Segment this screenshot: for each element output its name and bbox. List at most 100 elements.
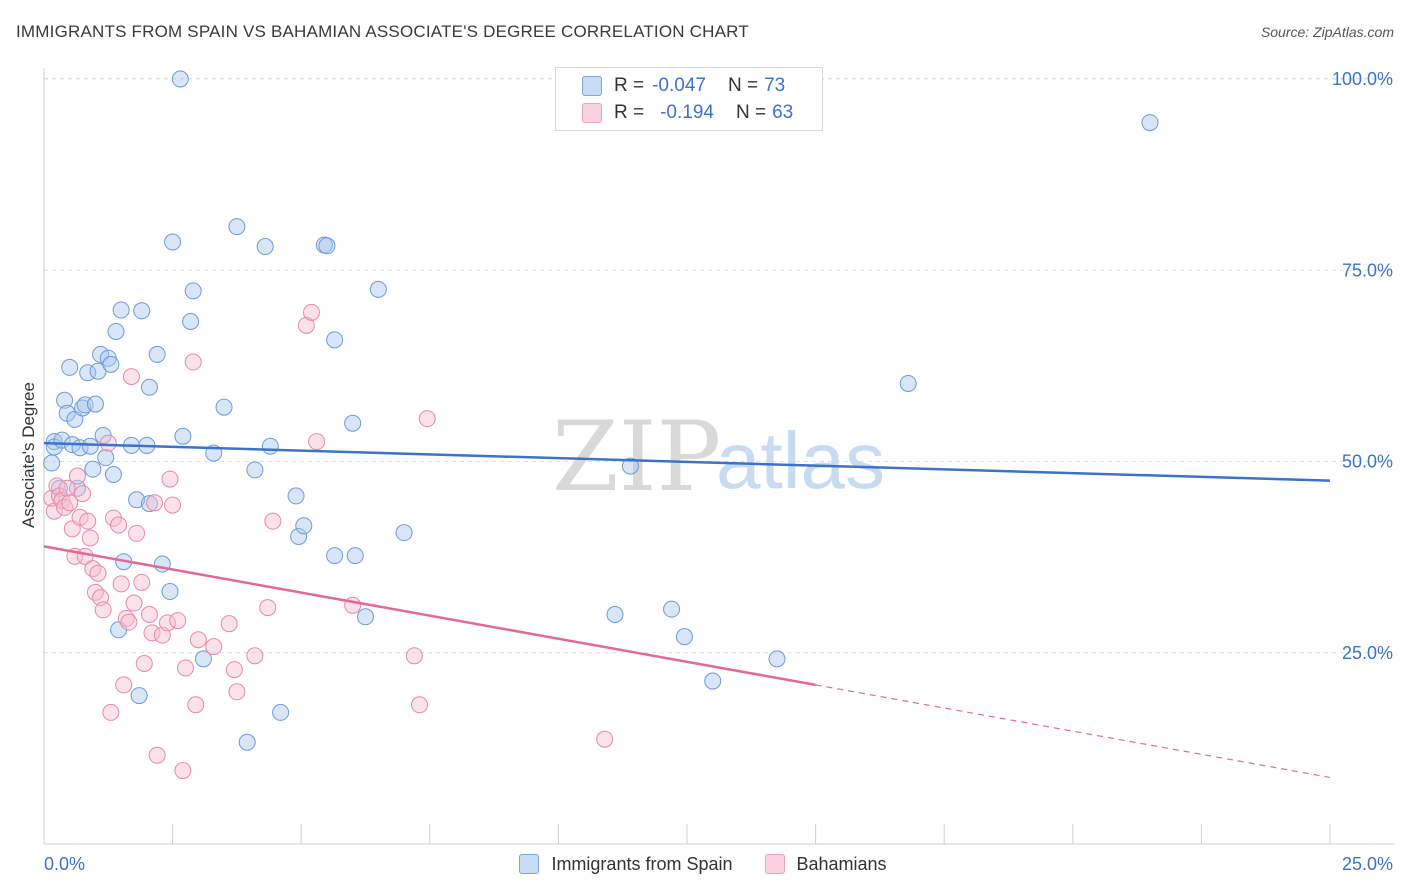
legend-r-value: -0.194 xyxy=(660,102,714,123)
point-bahamians xyxy=(115,676,133,694)
point-bahamians xyxy=(135,654,153,672)
point-spain xyxy=(74,399,92,417)
point-bahamians xyxy=(140,606,158,623)
point-spain xyxy=(61,358,79,376)
point-bahamians xyxy=(94,601,112,619)
point-spain xyxy=(768,650,786,668)
point-spain xyxy=(86,395,104,413)
trend-line-spain xyxy=(43,441,1331,482)
point-bahamians xyxy=(308,433,326,451)
point-spain xyxy=(326,331,344,349)
point-spain xyxy=(107,322,125,340)
point-bahamians xyxy=(174,762,192,780)
legend-swatch-spain xyxy=(582,76,602,96)
point-bahamians xyxy=(164,496,182,514)
point-bahamians xyxy=(302,303,320,321)
watermark-atlas: atlas xyxy=(716,416,885,505)
point-spain xyxy=(899,374,917,392)
point-bahamians xyxy=(264,512,282,530)
y-axis-label: Associate's Degree xyxy=(19,382,38,528)
point-spain xyxy=(606,606,624,623)
point-spain xyxy=(344,414,362,432)
axes xyxy=(43,68,1394,845)
point-spain xyxy=(238,733,256,751)
y-tick-label: 100.0% xyxy=(1332,69,1393,89)
y-tick-label: 25.0% xyxy=(1342,643,1393,663)
point-spain xyxy=(161,583,179,601)
point-spain xyxy=(326,547,344,565)
legend-r-label: R = xyxy=(614,75,645,96)
point-spain xyxy=(287,487,305,505)
trend-lines xyxy=(43,441,1331,779)
point-bahamians xyxy=(259,599,277,617)
x-tick-label: 0.0% xyxy=(44,854,85,874)
point-bahamians xyxy=(86,583,104,601)
point-spain xyxy=(1141,114,1159,132)
legend-row-spain: R = -0.047 N = 73 xyxy=(582,73,785,99)
point-spain xyxy=(675,628,693,646)
point-spain xyxy=(290,527,308,545)
point-bahamians xyxy=(176,659,194,677)
point-spain xyxy=(92,345,110,363)
legend-label-spain: Immigrants from Spain xyxy=(551,853,733,874)
point-spain xyxy=(369,280,387,298)
point-bahamians xyxy=(104,509,122,527)
legend-swatch-spain xyxy=(519,854,540,874)
point-spain xyxy=(97,449,115,467)
point-bahamians xyxy=(246,647,264,665)
source-label: Source: ZipAtlas.com xyxy=(1260,24,1394,40)
point-spain xyxy=(295,517,313,535)
point-spain xyxy=(704,672,722,690)
point-spain xyxy=(43,454,61,472)
point-spain xyxy=(81,437,99,455)
point-bahamians xyxy=(89,564,107,582)
point-spain xyxy=(84,460,102,478)
point-spain xyxy=(215,398,233,416)
point-spain xyxy=(174,427,192,445)
point-bahamians xyxy=(79,512,97,530)
point-bahamians xyxy=(58,479,76,497)
legend-item-bahamians[interactable]: Bahamians xyxy=(764,853,887,875)
point-spain xyxy=(130,687,148,705)
point-bahamians xyxy=(125,594,143,612)
point-spain xyxy=(56,391,74,409)
point-bahamians xyxy=(297,316,315,334)
legend-row-bahamians: R = -0.194 N = 63 xyxy=(582,100,793,126)
series-legend: Immigrants from Spain Bahamians xyxy=(0,852,1406,876)
watermark-zip: ZIP xyxy=(552,401,721,513)
chart-title: IMMIGRANTS FROM SPAIN VS BAHAMIAN ASSOCI… xyxy=(16,22,749,41)
point-bahamians xyxy=(205,638,223,656)
point-spain xyxy=(272,703,290,721)
point-bahamians xyxy=(148,746,166,764)
point-spain xyxy=(395,524,413,542)
point-spain xyxy=(194,650,212,668)
point-bahamians xyxy=(56,498,74,516)
point-spain xyxy=(182,313,200,331)
point-bahamians xyxy=(128,524,146,542)
point-bahamians xyxy=(61,494,79,512)
point-bahamians xyxy=(133,573,151,591)
point-spain xyxy=(140,378,158,396)
legend-label-bahamians: Bahamians xyxy=(796,853,887,874)
y-tick-label: 50.0% xyxy=(1342,452,1393,472)
point-bahamians xyxy=(187,696,205,714)
point-bahamians xyxy=(158,614,176,632)
point-bahamians xyxy=(122,368,140,386)
legend-r-value: -0.047 xyxy=(652,75,706,96)
grid-lines xyxy=(44,78,1394,654)
correlation-legend: R = -0.047 N = 73 R = -0.194 N = 63 xyxy=(555,67,823,131)
point-spain xyxy=(104,466,122,484)
point-bahamians xyxy=(220,615,238,633)
point-bahamians xyxy=(169,612,187,630)
point-spain xyxy=(148,345,166,363)
point-bahamians xyxy=(161,470,179,488)
point-bahamians xyxy=(411,696,429,714)
legend-n-label: N = xyxy=(735,102,767,123)
point-spain xyxy=(102,355,120,373)
point-spain xyxy=(228,218,246,236)
tick-labels: 25.0% 50.0% 75.0% 100.0% 0.0% 25.0% xyxy=(44,69,1393,874)
point-bahamians xyxy=(146,494,164,512)
point-spain xyxy=(171,70,189,88)
point-bahamians xyxy=(81,529,99,547)
legend-item-spain[interactable]: Immigrants from Spain xyxy=(519,853,733,875)
